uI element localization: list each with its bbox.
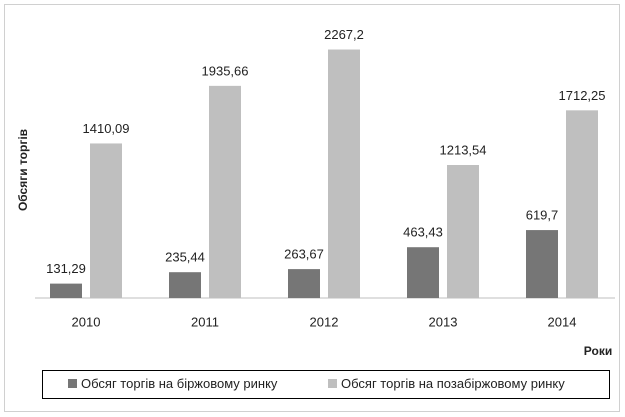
legend-swatch [68,379,77,388]
chart-frame [4,4,620,412]
x-axis-label: Роки [584,344,612,358]
legend-label: Обсяг торгів на позабіржовому ринку [341,376,565,391]
bar [526,230,558,298]
bar [169,272,201,298]
value-label: 619,7 [526,208,559,223]
value-label: 1712,25 [559,88,606,103]
legend-box [42,370,610,399]
bar [90,143,122,298]
x-tick-label: 2011 [191,314,219,329]
x-tick-label: 2012 [310,314,339,329]
value-label: 131,29 [46,261,86,276]
bar [407,247,439,298]
y-axis-label: Обсяги торгів [16,129,30,211]
bar [566,110,598,298]
bar [50,283,82,298]
legend-label: Обсяг торгів на біржовому ринку [81,376,278,391]
x-tick-label: 2010 [72,314,101,329]
bar [288,269,320,298]
value-label: 1410,09 [83,121,130,136]
bar [328,49,360,299]
value-label: 235,44 [165,250,205,265]
x-tick-label: 2014 [548,314,577,329]
value-label: 263,67 [284,247,324,262]
bar [447,164,479,298]
value-label: 2267,2 [324,27,364,42]
legend-swatch [328,379,337,388]
value-label: 463,43 [403,225,443,240]
x-tick-label: 2013 [429,314,458,329]
bar [209,85,241,299]
value-label: 1935,66 [202,63,249,78]
value-label: 1213,54 [440,142,487,157]
